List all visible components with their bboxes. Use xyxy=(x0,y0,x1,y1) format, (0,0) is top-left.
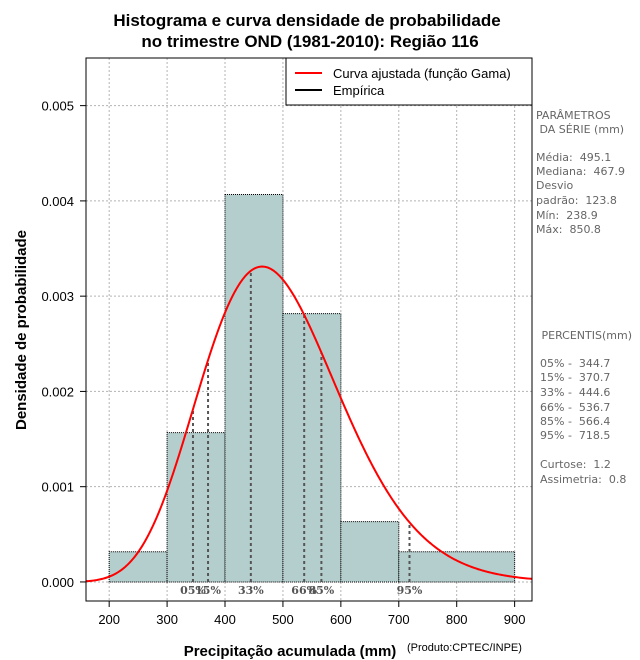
percentis-title: PERCENTIS(mm) xyxy=(538,329,632,342)
legend-box xyxy=(285,57,533,106)
y-tick-label: 0.005 xyxy=(41,99,74,114)
legend: Curva ajustada (função Gama) Empírica xyxy=(285,57,533,106)
stat-min: Mín: 238.9 xyxy=(536,209,598,222)
x-tick-label: 300 xyxy=(156,612,178,627)
percentil-15: 15% - 370.7 xyxy=(540,371,611,384)
curve-layer xyxy=(85,265,533,583)
percentile-label-05%: 05% xyxy=(180,584,206,597)
percentile-lines-layer: 05%15% 33% 66%85% 95% xyxy=(180,270,423,597)
stat-max: Máx: 850.8 xyxy=(536,223,601,236)
params-title-1: PARÂMETROS xyxy=(536,109,611,122)
percentil-33: 33% - 444.6 xyxy=(540,386,611,399)
x-tick-label: 700 xyxy=(388,612,410,627)
y-tick-label: 0.003 xyxy=(41,289,74,304)
percentile-label-66%: 66% xyxy=(291,584,317,597)
chart-title-line2: no trimestre OND (1981-2010): Região 116 xyxy=(141,32,478,51)
histogram-bar xyxy=(398,551,516,583)
bars-layer xyxy=(108,194,516,583)
histogram-bar xyxy=(166,432,226,583)
stat-desvio-2: padrão: 123.8 xyxy=(536,194,617,207)
y-axis-label: Densidade de probabilidade xyxy=(13,230,30,430)
percentile-label-33%: 33% xyxy=(238,584,264,597)
stat-curtose: Curtose: 1.2 xyxy=(540,458,611,471)
percentil-66: 66% - 536.7 xyxy=(540,401,611,414)
y-tick-label: 0.002 xyxy=(41,384,74,399)
percentile-label-85%: 85% xyxy=(309,584,335,597)
stat-assimetria: Assimetria: 0.8 xyxy=(540,473,627,486)
stat-mediana: Mediana: 467.9 xyxy=(536,165,625,178)
histogram-bar xyxy=(224,194,284,583)
credit-text: (Produto:CPTEC/INPE) xyxy=(407,642,522,654)
x-axis-label: Precipitação acumulada (mm) xyxy=(184,643,397,660)
x-tick-label: 800 xyxy=(446,612,468,627)
histogram-bar xyxy=(108,551,168,583)
x-tick-label: 200 xyxy=(98,612,120,627)
x-tick-label: 600 xyxy=(330,612,352,627)
percentil-95: 95% - 718.5 xyxy=(540,429,611,442)
percentil-05: 05% - 344.7 xyxy=(540,357,611,370)
histogram-bar xyxy=(340,521,400,583)
legend-label-fitted: Curva ajustada (função Gama) xyxy=(333,66,511,81)
percentil-85: 85% - 566.4 xyxy=(540,415,611,428)
y-tick-label: 0.004 xyxy=(41,194,74,209)
percentile-label-15%: 15% xyxy=(195,584,221,597)
fitted-gamma-curve xyxy=(85,265,533,583)
histogram-bar xyxy=(282,313,342,583)
chart-title-line1: Histograma e curva densidade de probabil… xyxy=(113,11,500,30)
axis-layer: 200 300 400 500 600 700 800 900 0.000 0.001 0.002 0… xyxy=(41,99,525,627)
y-tick-label: 0.001 xyxy=(41,480,74,495)
stat-desvio-1: Desvio xyxy=(536,179,574,192)
x-tick-label: 500 xyxy=(272,612,294,627)
stat-media: Média: 495.1 xyxy=(536,151,612,164)
percentile-label-95%: 95% xyxy=(397,584,423,597)
legend-label-empirical: Empírica xyxy=(333,83,385,98)
y-tick-label: 0.000 xyxy=(41,575,74,590)
x-tick-label: 900 xyxy=(504,612,526,627)
x-tick-label: 400 xyxy=(214,612,236,627)
params-title-2: DA SÉRIE (mm) xyxy=(536,123,625,136)
